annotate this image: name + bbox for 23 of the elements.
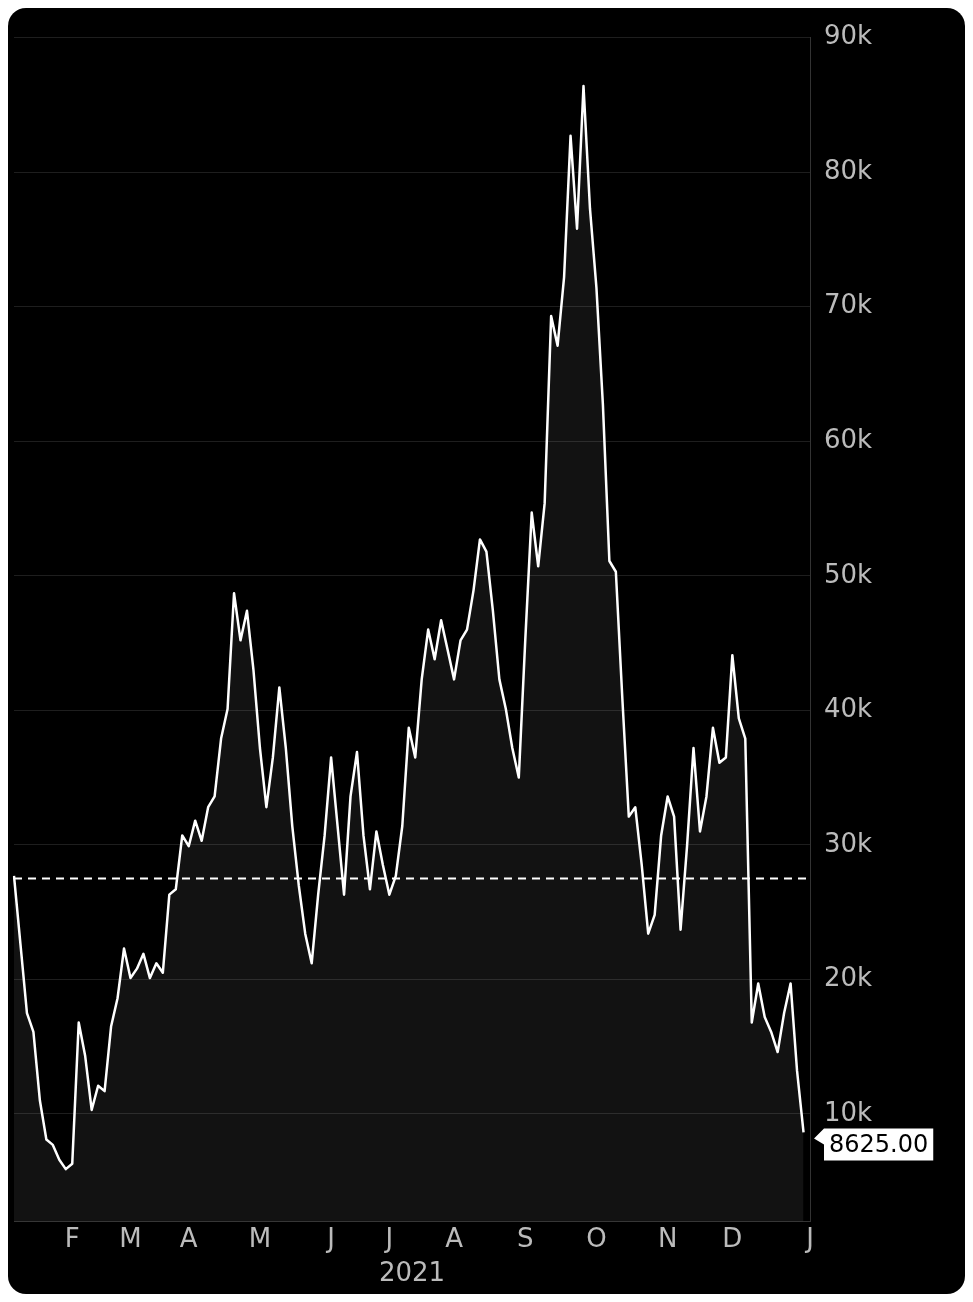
x-tick-label: D (722, 1222, 743, 1253)
x-tick-label: J (383, 1222, 394, 1253)
x-tick-label: A (445, 1222, 464, 1253)
x-tick-label: N (657, 1222, 678, 1253)
y-tick-label: 50k (824, 558, 873, 589)
y-tick-label: 10k (824, 1096, 873, 1127)
y-tick-label: 60k (824, 423, 873, 454)
x-tick-label: F (64, 1222, 80, 1253)
x-tick-label: J (325, 1222, 335, 1253)
y-tick-label: 30k (824, 827, 873, 858)
y-tick-label: 20k (824, 962, 873, 993)
x-tick-label: S (516, 1222, 534, 1253)
y-tick-label: 70k (824, 289, 873, 320)
x-tick-label: O (586, 1222, 607, 1253)
y-tick-label: 80k (824, 154, 873, 185)
x-axis-title: 2021 (378, 1257, 446, 1288)
data-label: 8625.00 (829, 1129, 929, 1158)
x-tick-label: J (804, 1222, 814, 1253)
x-tick-label: M (248, 1222, 272, 1253)
y-tick-label: 40k (824, 693, 873, 724)
x-tick-label: A (179, 1222, 198, 1253)
y-tick-label: 90k (824, 20, 873, 51)
x-tick-label: M (119, 1222, 142, 1253)
